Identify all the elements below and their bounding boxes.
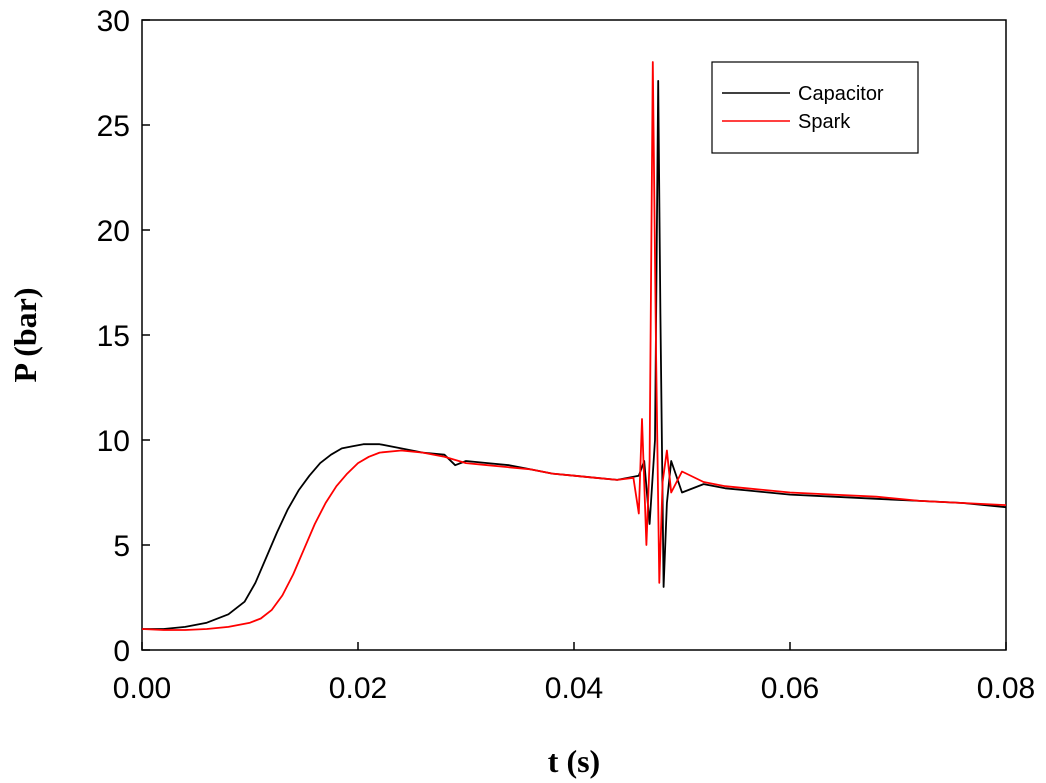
series-line-spark bbox=[141, 61, 1007, 631]
series-line-capacitor bbox=[142, 80, 1007, 630]
y-tick-label: 30 bbox=[97, 5, 130, 38]
x-tick-label: 0.00 bbox=[113, 672, 171, 705]
x-tick-label: 0.04 bbox=[545, 672, 603, 705]
y-axis-title: P (bar) bbox=[7, 287, 43, 382]
y-tick-label: 0 bbox=[113, 635, 130, 668]
x-axis: 0.00 0.02 0.04 0.06 0.08 bbox=[113, 642, 1035, 705]
legend-box bbox=[711, 61, 919, 154]
y-tick-label: 5 bbox=[113, 530, 130, 563]
series-layer bbox=[141, 61, 1007, 631]
y-axis: 0 5 10 15 20 25 30 bbox=[97, 5, 150, 668]
x-tick-label: 0.06 bbox=[761, 672, 819, 705]
x-tick-label: 0.02 bbox=[329, 672, 387, 705]
x-tick-label: 0.08 bbox=[977, 672, 1035, 705]
x-axis-title: t (s) bbox=[548, 743, 600, 779]
y-tick-label: 20 bbox=[97, 215, 130, 248]
legend-label-spark: Spark bbox=[798, 111, 851, 133]
legend: Capacitor Spark bbox=[711, 61, 919, 154]
y-tick-label: 25 bbox=[97, 110, 130, 143]
legend-label-capacitor: Capacitor bbox=[798, 83, 884, 105]
y-tick-label: 10 bbox=[97, 425, 130, 458]
y-tick-label: 15 bbox=[97, 320, 130, 353]
